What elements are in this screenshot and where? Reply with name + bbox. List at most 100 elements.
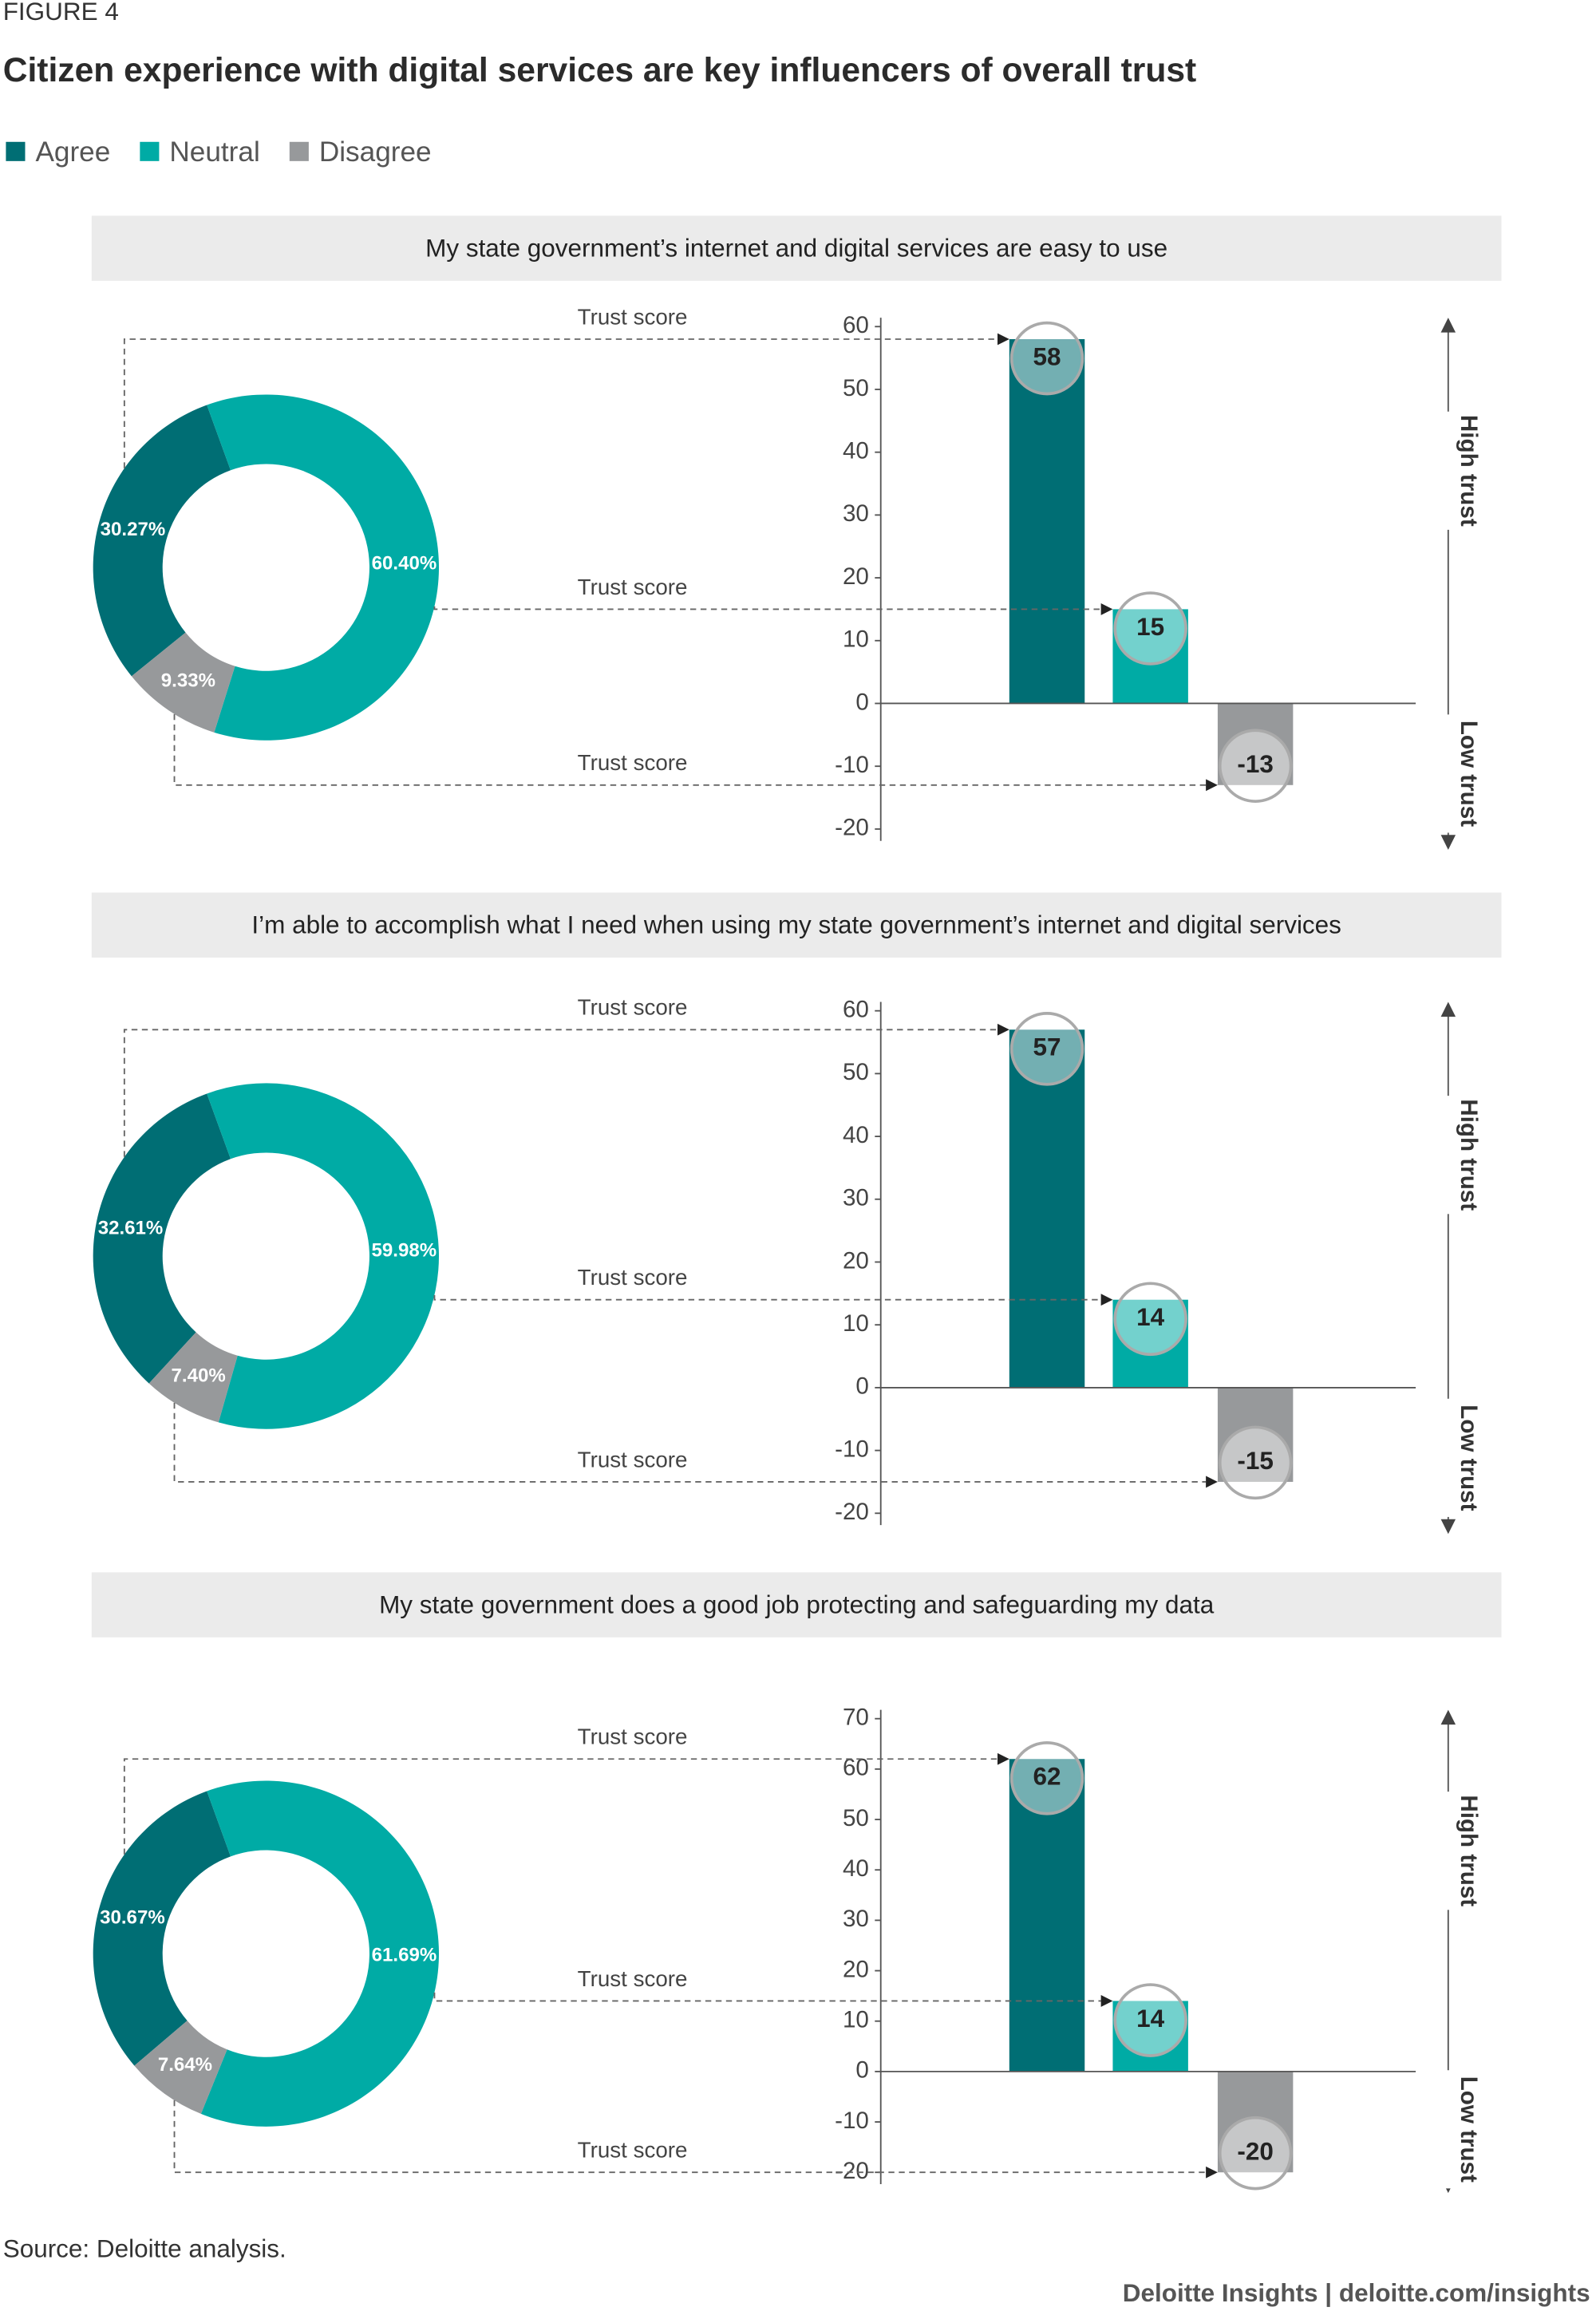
legend-label: Neutral bbox=[169, 136, 259, 168]
leader-line bbox=[173, 2100, 1207, 2174]
slice-label: 30.27% bbox=[101, 519, 166, 540]
donut-slice bbox=[134, 2021, 227, 2114]
y-tick-label: -20 bbox=[835, 2158, 869, 2184]
arrow-up bbox=[1440, 1001, 1456, 1017]
y-tick-label: 50 bbox=[843, 375, 869, 401]
annotation: Trust score bbox=[578, 304, 688, 329]
legend-swatch bbox=[140, 141, 160, 161]
slice-label: 59.98% bbox=[372, 1239, 437, 1261]
y-tick-label: 60 bbox=[843, 996, 869, 1022]
panel-heading: My state government does a good job prot… bbox=[379, 1590, 1215, 1618]
y-tick-label: 50 bbox=[843, 1059, 869, 1085]
bar bbox=[1009, 1029, 1085, 1388]
legend-swatch bbox=[289, 141, 309, 161]
leader-line bbox=[433, 1294, 1101, 1301]
leader-arrow bbox=[998, 1023, 1009, 1036]
value-badge bbox=[1113, 1983, 1187, 2057]
annotation: Trust score bbox=[578, 1447, 688, 1472]
high-trust-label: High trust bbox=[1456, 1795, 1482, 1906]
arrow-down bbox=[1440, 1519, 1456, 1535]
annotation: Trust score bbox=[578, 1724, 688, 1749]
leader-arrow bbox=[1100, 1294, 1113, 1306]
high-trust-label: High trust bbox=[1456, 1099, 1482, 1211]
y-tick-label: 40 bbox=[843, 1855, 869, 1882]
footer: Deloitte Insights | deloitte.com/insight… bbox=[1123, 2279, 1590, 2307]
leader-arrow bbox=[1100, 1995, 1113, 2007]
leader-line bbox=[123, 1029, 998, 1157]
leader-arrow bbox=[1206, 1476, 1218, 1488]
value-badge bbox=[1009, 1741, 1084, 1815]
donut-slice bbox=[207, 1083, 440, 1429]
label-gap bbox=[1436, 411, 1481, 530]
panel-heading: I’m able to accomplish what I need when … bbox=[251, 911, 1341, 938]
leader-arrow bbox=[998, 333, 1009, 346]
value-label: 62 bbox=[1033, 1763, 1061, 1791]
y-tick-label: 20 bbox=[843, 563, 869, 590]
value-badge bbox=[1113, 1282, 1187, 1357]
leader-line bbox=[433, 606, 1101, 610]
leader-line bbox=[433, 1992, 1101, 2002]
y-tick-label: 10 bbox=[843, 626, 869, 653]
low-trust-label: Low trust bbox=[1456, 1404, 1482, 1511]
low-trust-label: Low trust bbox=[1456, 2076, 1482, 2183]
leader-line bbox=[173, 1402, 1207, 1483]
y-tick-label: 0 bbox=[855, 689, 868, 715]
y-tick-label: 20 bbox=[843, 1247, 869, 1274]
slice-label: 7.40% bbox=[172, 1365, 226, 1386]
value-badge bbox=[1218, 729, 1293, 804]
label-gap bbox=[1436, 1096, 1481, 1215]
donut-slice bbox=[200, 1780, 439, 2127]
bar bbox=[1112, 2001, 1188, 2072]
arrow-up bbox=[1440, 318, 1456, 333]
y-tick-label: 70 bbox=[843, 1705, 869, 1731]
annotation: Trust score bbox=[578, 2138, 688, 2163]
leader-line bbox=[123, 338, 998, 468]
leader-arrow bbox=[998, 1752, 1009, 1765]
source: Source: Deloitte analysis. bbox=[3, 2235, 286, 2263]
label-gap bbox=[1436, 1398, 1481, 1517]
annotation: Trust score bbox=[578, 1265, 688, 1290]
y-tick-label: -20 bbox=[835, 815, 869, 841]
value-label: -20 bbox=[1237, 2137, 1273, 2165]
panel-heading-band bbox=[91, 892, 1502, 958]
value-badge bbox=[1009, 321, 1084, 396]
high-trust-label: High trust bbox=[1456, 415, 1482, 527]
y-tick-label: -20 bbox=[835, 1499, 869, 1525]
y-tick-label: 10 bbox=[843, 1310, 869, 1337]
slice-label: 60.40% bbox=[372, 553, 437, 575]
figure-label: FIGURE 4 bbox=[3, 0, 119, 26]
slice-label: 30.67% bbox=[100, 1906, 165, 1928]
y-tick-label: 30 bbox=[843, 1185, 869, 1211]
panel-heading-band bbox=[91, 215, 1502, 281]
legend-label: Agree bbox=[35, 136, 110, 168]
bar bbox=[1009, 339, 1085, 704]
value-label: 15 bbox=[1136, 613, 1164, 641]
donut-slice bbox=[93, 1093, 231, 1384]
y-tick-label: 0 bbox=[855, 2057, 868, 2084]
y-tick-label: 30 bbox=[843, 1906, 869, 1932]
slice-label: 9.33% bbox=[161, 670, 215, 692]
value-badge bbox=[1218, 1425, 1293, 1500]
y-tick-label: 0 bbox=[855, 1373, 868, 1400]
slice-label: 32.61% bbox=[98, 1218, 164, 1239]
value-badge bbox=[1113, 591, 1187, 666]
donut-slice bbox=[207, 394, 439, 741]
title: Citizen experience with digital services… bbox=[3, 51, 1197, 89]
label-gap bbox=[1436, 2070, 1481, 2189]
bar bbox=[1217, 1387, 1294, 1482]
low-trust-label: Low trust bbox=[1456, 721, 1482, 827]
bar bbox=[1009, 1759, 1085, 2072]
y-tick-label: 40 bbox=[843, 437, 869, 464]
leader-line bbox=[123, 1758, 998, 1855]
y-tick-label: -10 bbox=[835, 1436, 869, 1462]
slice-label: 61.69% bbox=[372, 1945, 437, 1966]
leader-line bbox=[173, 713, 1207, 786]
bar bbox=[1217, 2071, 1294, 2173]
y-tick-label: 40 bbox=[843, 1122, 869, 1148]
legend-label: Disagree bbox=[319, 136, 432, 168]
arrow-up bbox=[1440, 1709, 1456, 1725]
value-badge bbox=[1009, 1012, 1084, 1086]
panel-heading-band bbox=[91, 1572, 1502, 1638]
annotation: Trust score bbox=[578, 750, 688, 775]
donut-slice bbox=[148, 1332, 238, 1423]
